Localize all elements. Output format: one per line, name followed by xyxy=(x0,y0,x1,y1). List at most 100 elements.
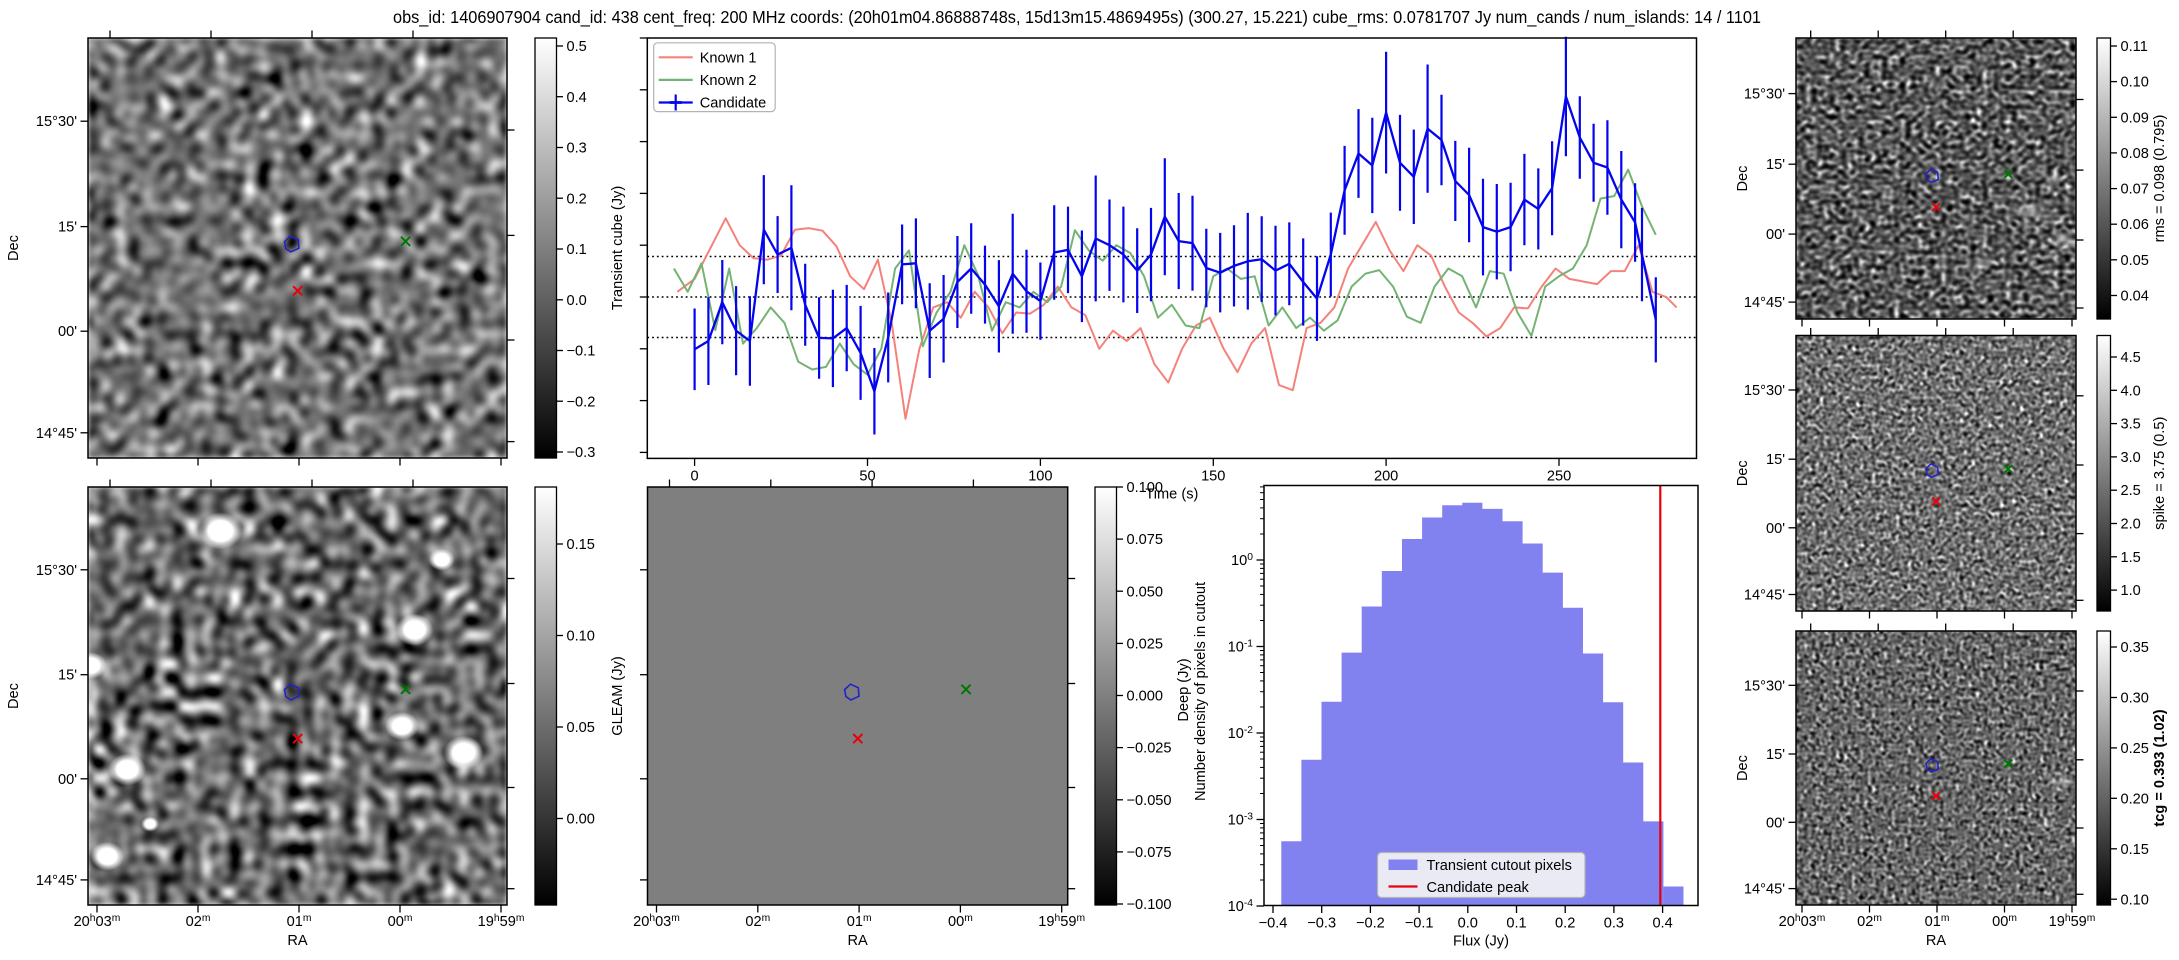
svg-text:−0.075: −0.075 xyxy=(1127,845,1172,861)
svg-text:Transient cutout pixels: Transient cutout pixels xyxy=(1427,858,1572,874)
svg-text:0.30: 0.30 xyxy=(2121,690,2149,706)
svg-text:−0.2: −0.2 xyxy=(567,394,596,410)
svg-text:obs_id: 1406907904 cand_id: 43: obs_id: 1406907904 cand_id: 438 cent_fre… xyxy=(393,7,1761,28)
svg-text:0.000: 0.000 xyxy=(1127,689,1164,705)
svg-text:0.07: 0.07 xyxy=(2121,182,2149,198)
svg-text:GLEAM (Jy): GLEAM (Jy) xyxy=(610,656,626,735)
svg-text:Number density of pixels in cu: Number density of pixels in cutout xyxy=(1193,582,1209,801)
svg-text:3.0: 3.0 xyxy=(2121,450,2141,466)
svg-text:Known 2: Known 2 xyxy=(700,73,757,89)
svg-text:4.5: 4.5 xyxy=(2121,350,2141,366)
svg-text:00': 00' xyxy=(1766,227,1785,243)
svg-text:0.35: 0.35 xyxy=(2121,640,2149,656)
svg-text:14°45': 14°45' xyxy=(36,426,77,442)
svg-text:3.5: 3.5 xyxy=(2121,417,2141,433)
svg-text:Dec: Dec xyxy=(1735,755,1751,781)
svg-text:4.0: 4.0 xyxy=(2121,383,2141,399)
svg-text:0.025: 0.025 xyxy=(1127,636,1164,652)
svg-text:19h59m: 19h59m xyxy=(1038,913,1085,931)
svg-text:15°30': 15°30' xyxy=(36,114,77,130)
svg-text:2.5: 2.5 xyxy=(2121,483,2141,499)
svg-text:15': 15' xyxy=(1766,452,1785,468)
svg-text:00': 00' xyxy=(1766,815,1785,831)
svg-text:0.06: 0.06 xyxy=(2121,217,2149,233)
svg-text:0.10: 0.10 xyxy=(2121,892,2149,908)
svg-text:200: 200 xyxy=(1374,468,1398,484)
svg-text:00': 00' xyxy=(58,772,77,788)
svg-text:0.1: 0.1 xyxy=(1506,916,1526,932)
svg-text:15': 15' xyxy=(1766,157,1785,173)
svg-text:0.100: 0.100 xyxy=(1127,480,1164,496)
svg-text:spike = 3.75 (0.5): spike = 3.75 (0.5) xyxy=(2152,417,2168,530)
svg-text:15': 15' xyxy=(58,668,77,684)
svg-text:0.08: 0.08 xyxy=(2121,146,2149,162)
svg-text:250: 250 xyxy=(1547,468,1571,484)
svg-text:0: 0 xyxy=(691,468,699,484)
svg-text:15': 15' xyxy=(1766,747,1785,763)
svg-text:0.0: 0.0 xyxy=(1458,916,1478,932)
svg-text:−0.2: −0.2 xyxy=(1356,916,1385,932)
svg-text:15°30': 15°30' xyxy=(1744,87,1785,103)
svg-text:20h03m: 20h03m xyxy=(633,913,680,931)
svg-text:19h59m: 19h59m xyxy=(478,913,525,931)
svg-text:15°30': 15°30' xyxy=(1744,383,1785,399)
svg-text:150: 150 xyxy=(1201,468,1225,484)
svg-text:0.05: 0.05 xyxy=(567,720,595,736)
svg-text:15': 15' xyxy=(58,220,77,236)
svg-text:14°45': 14°45' xyxy=(1744,882,1785,898)
svg-text:Dec: Dec xyxy=(1735,460,1751,486)
svg-text:20h03m: 20h03m xyxy=(74,913,121,931)
svg-text:00': 00' xyxy=(58,324,77,340)
svg-text:Flux (Jy): Flux (Jy) xyxy=(1453,934,1509,950)
svg-text:−0.4: −0.4 xyxy=(1259,916,1288,932)
svg-text:Transient cube (Jy): Transient cube (Jy) xyxy=(610,186,626,310)
svg-text:Candidate peak: Candidate peak xyxy=(1427,880,1530,896)
svg-text:0.2: 0.2 xyxy=(567,191,587,207)
svg-text:0.15: 0.15 xyxy=(2121,842,2149,858)
svg-text:Dec: Dec xyxy=(6,683,22,709)
svg-text:0.2: 0.2 xyxy=(1555,916,1575,932)
svg-text:0.05: 0.05 xyxy=(2121,253,2149,269)
svg-text:0.3: 0.3 xyxy=(1604,916,1624,932)
svg-text:0.15: 0.15 xyxy=(567,537,595,553)
svg-text:20h03m: 20h03m xyxy=(1779,913,1826,931)
svg-text:Candidate: Candidate xyxy=(700,96,767,112)
svg-text:0.3: 0.3 xyxy=(567,141,587,157)
svg-text:Time (s): Time (s) xyxy=(1145,486,1198,502)
svg-text:−0.050: −0.050 xyxy=(1127,793,1172,809)
svg-text:tcg = 0.393 (1.02): tcg = 0.393 (1.02) xyxy=(2152,709,2168,826)
svg-text:0.4: 0.4 xyxy=(567,90,587,106)
svg-text:0.10: 0.10 xyxy=(567,629,595,645)
svg-text:RA: RA xyxy=(1926,933,1947,949)
svg-text:Deep (Jy): Deep (Jy) xyxy=(1176,658,1192,721)
svg-text:0.1: 0.1 xyxy=(567,242,587,258)
svg-text:50: 50 xyxy=(859,468,875,484)
svg-text:rms = 0.098 (0.795): rms = 0.098 (0.795) xyxy=(2152,115,2168,243)
svg-text:0.11: 0.11 xyxy=(2121,39,2148,55)
svg-text:00': 00' xyxy=(1766,521,1785,537)
svg-text:2.0: 2.0 xyxy=(2121,517,2141,533)
svg-text:Known 1: Known 1 xyxy=(700,50,757,66)
svg-text:0.5: 0.5 xyxy=(567,39,587,55)
svg-text:15°30': 15°30' xyxy=(1744,678,1785,694)
svg-text:19h59m: 19h59m xyxy=(2049,913,2096,931)
svg-text:0.0: 0.0 xyxy=(567,293,587,309)
svg-text:−0.3: −0.3 xyxy=(1307,916,1336,932)
svg-text:0.00: 0.00 xyxy=(567,812,595,828)
svg-text:0.09: 0.09 xyxy=(2121,110,2149,126)
svg-text:Dec: Dec xyxy=(6,235,22,261)
svg-text:RA: RA xyxy=(287,933,308,949)
svg-text:−0.100: −0.100 xyxy=(1127,897,1172,913)
svg-text:15°30': 15°30' xyxy=(36,563,77,579)
svg-text:Dec: Dec xyxy=(1735,166,1751,192)
svg-text:0.050: 0.050 xyxy=(1127,584,1164,600)
svg-text:−0.1: −0.1 xyxy=(567,344,596,360)
svg-text:14°45': 14°45' xyxy=(36,873,77,889)
svg-text:14°45': 14°45' xyxy=(1744,587,1785,603)
svg-text:0.20: 0.20 xyxy=(2121,791,2149,807)
svg-text:−0.1: −0.1 xyxy=(1405,916,1434,932)
svg-text:0.25: 0.25 xyxy=(2121,741,2149,757)
svg-text:1.5: 1.5 xyxy=(2121,550,2141,566)
svg-text:0.4: 0.4 xyxy=(1652,916,1672,932)
svg-text:−0.3: −0.3 xyxy=(567,445,596,461)
